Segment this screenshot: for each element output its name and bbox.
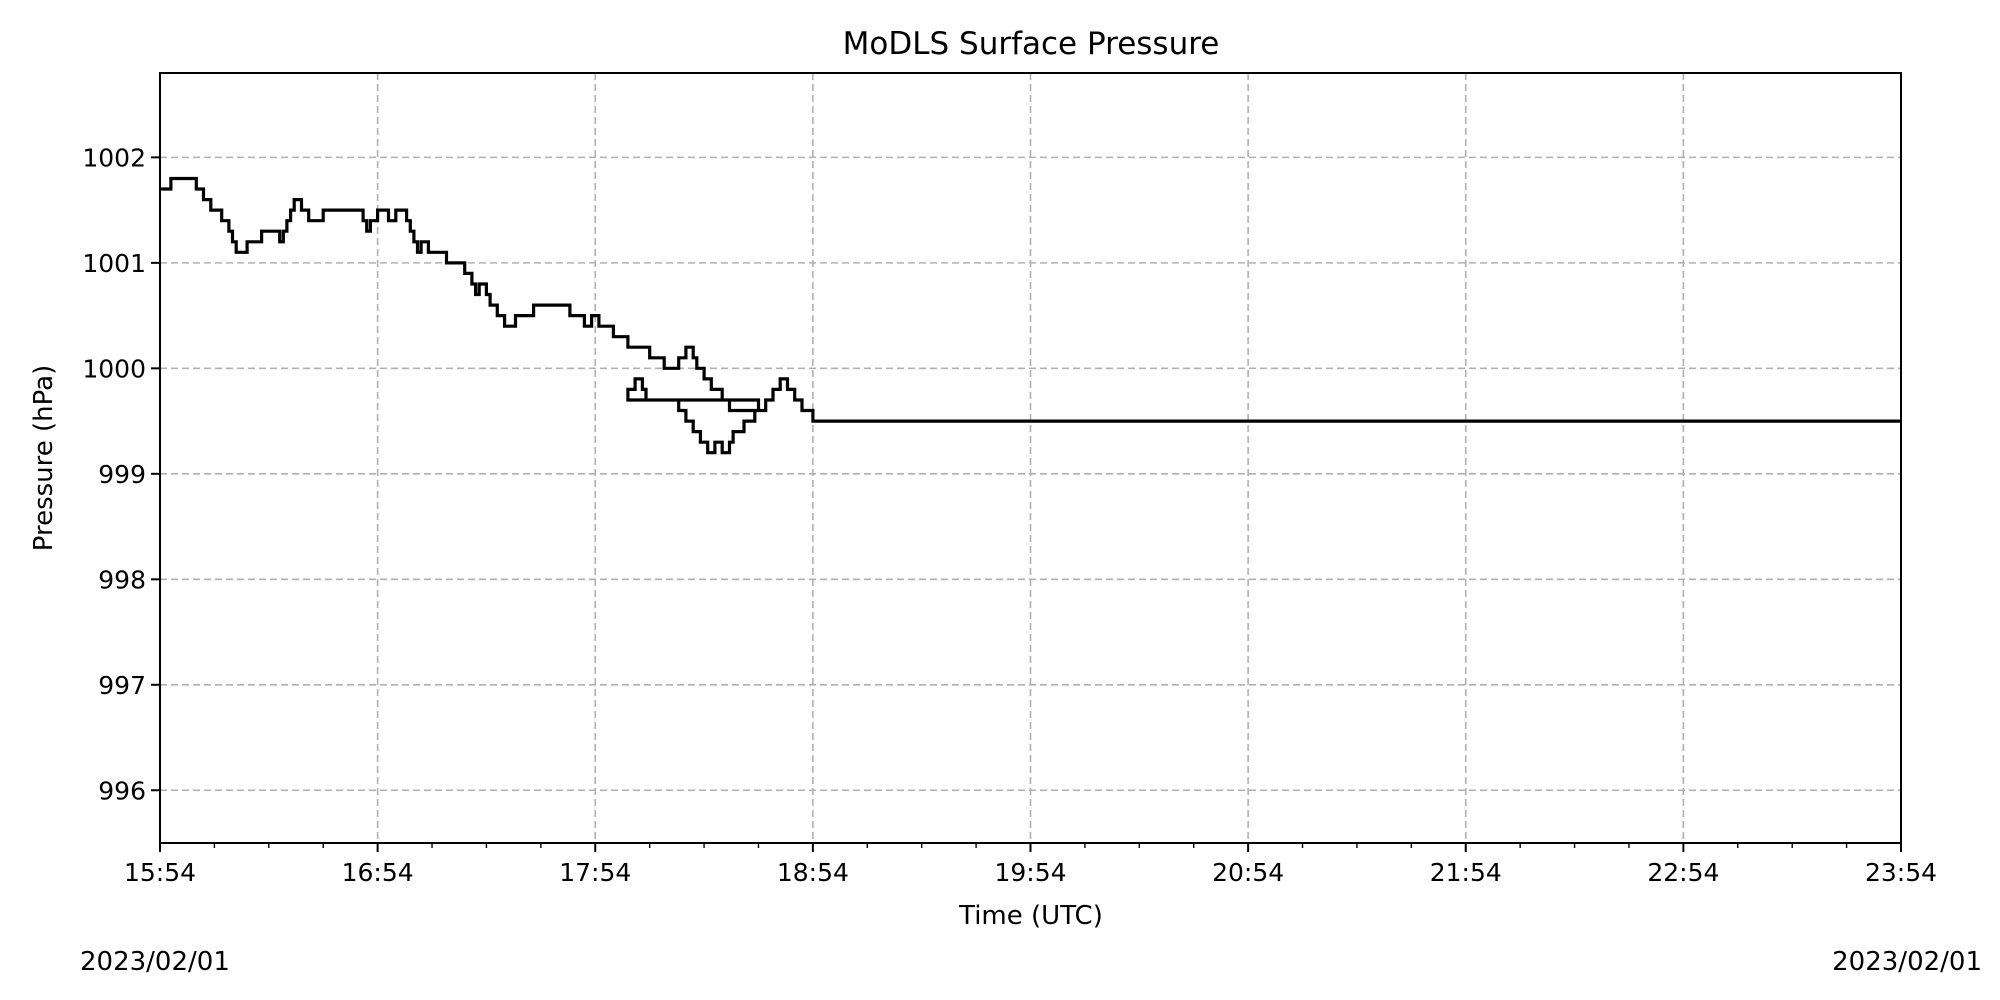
y-tick-label: 997 <box>98 671 146 700</box>
y-axis-label: Pressure (hPa) <box>29 365 59 552</box>
x-tick-label: 20:54 <box>1212 858 1284 887</box>
x-axis-ticks: 15:54 16:54 17:54 18:54 19:54 20:54 21:54 22:54… <box>124 843 1937 887</box>
y-tick-label: 1002 <box>82 143 146 172</box>
series-layer <box>160 176 1901 455</box>
x-tick-label: 17:54 <box>559 858 631 887</box>
y-tick-label: 1001 <box>82 249 146 278</box>
pressure-series-line <box>160 176 1901 455</box>
date-label-left: 2023/02/01 <box>80 947 230 977</box>
y-tick-label: 1000 <box>82 354 146 383</box>
chart-title: MoDLS Surface Pressure <box>843 26 1220 62</box>
y-tick-label: 999 <box>98 460 146 489</box>
x-tick-label: 15:54 <box>124 858 196 887</box>
y-tick-label: 996 <box>98 776 146 805</box>
x-tick-label: 22:54 <box>1647 858 1719 887</box>
x-tick-label: 19:54 <box>994 858 1066 887</box>
x-tick-label: 18:54 <box>777 858 849 887</box>
date-label-right: 2023/02/01 <box>1832 947 1982 977</box>
x-tick-label: 16:54 <box>342 858 414 887</box>
grid-lines <box>159 73 1902 843</box>
x-tick-label: 23:54 <box>1865 858 1937 887</box>
x-axis-label: Time (UTC) <box>958 901 1103 931</box>
x-tick-label: 21:54 <box>1430 858 1502 887</box>
y-tick-label: 998 <box>98 565 146 594</box>
y-axis-ticks: 996 997 998 999 1000 1001 1002 <box>82 143 160 805</box>
